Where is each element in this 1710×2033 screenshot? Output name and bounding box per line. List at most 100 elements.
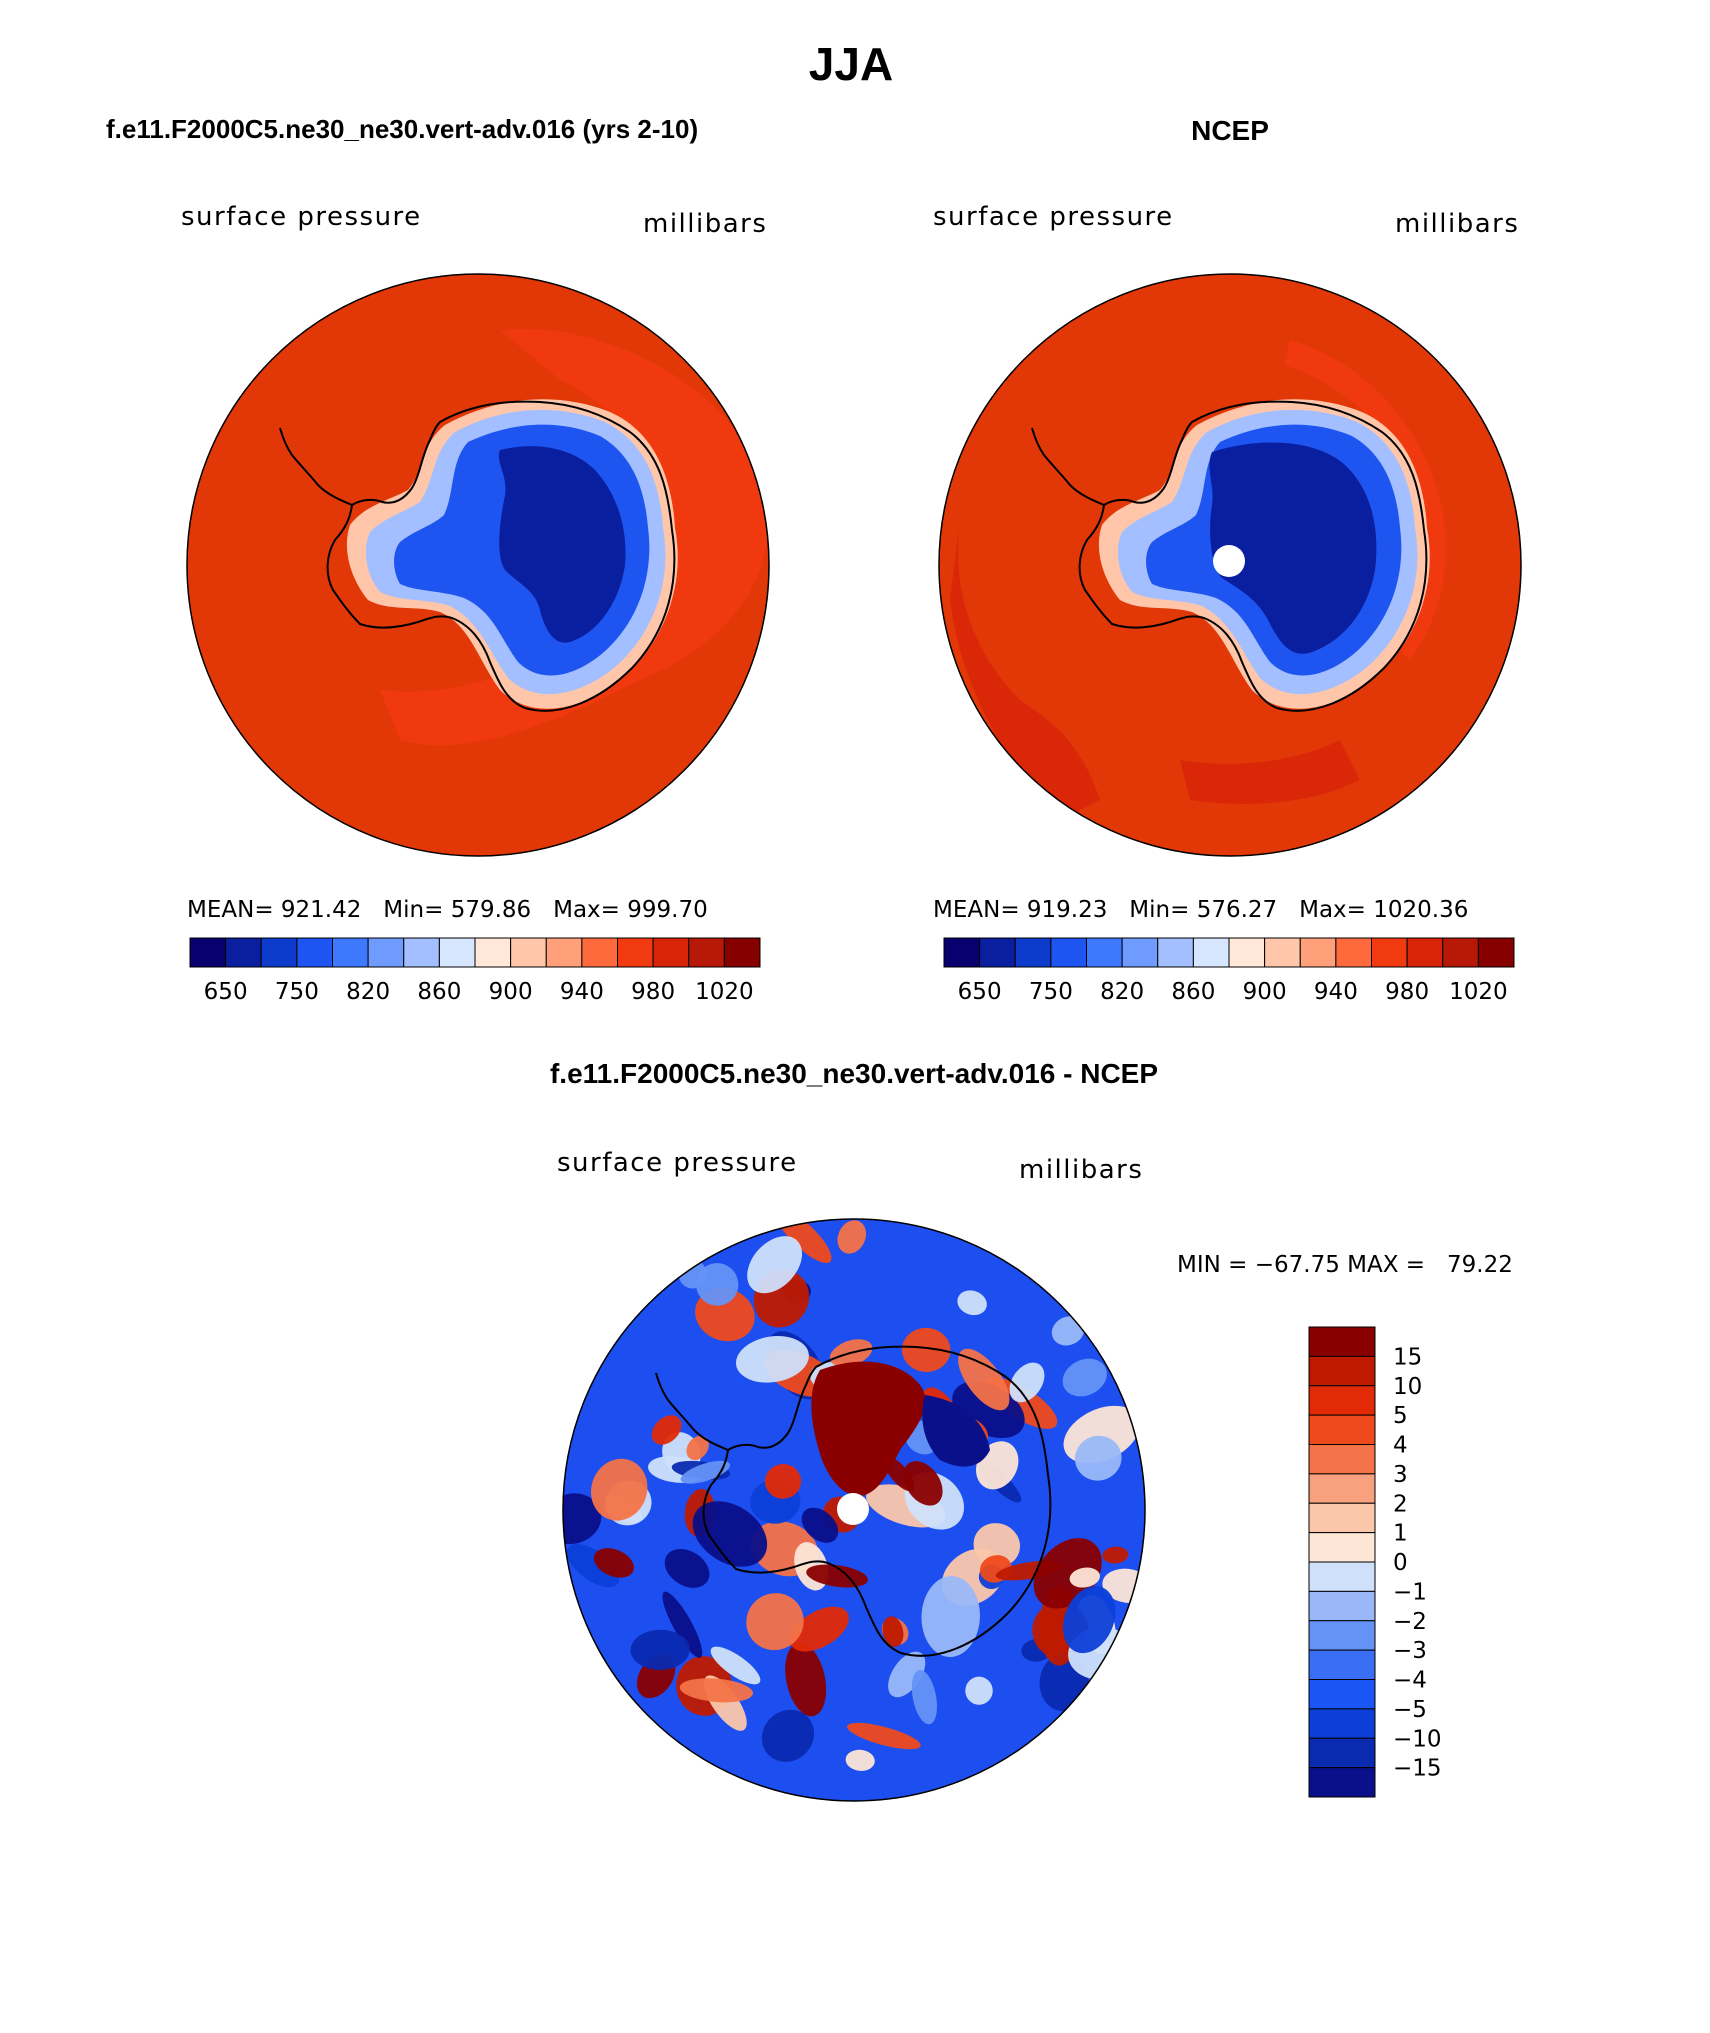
- panel-diff-left-label: surface pressure: [557, 1148, 798, 1178]
- field-blob: [785, 1642, 827, 1717]
- panel-diff-pole-hole: [837, 1493, 869, 1525]
- field-blob: [1074, 1435, 1122, 1481]
- panel-ncep-colorbar: [943, 937, 1515, 968]
- field-blob: [692, 1501, 768, 1567]
- colorbar-tick-label: 980: [631, 979, 675, 1005]
- colorbar-swatch: [1308, 1473, 1376, 1504]
- field-blob: [1062, 1586, 1116, 1654]
- panel-ncep-right-label: millibars: [1395, 209, 1519, 239]
- colorbar-swatch: [1371, 937, 1408, 968]
- panel-model-right-label: millibars: [643, 209, 767, 239]
- colorbar-swatch: [1308, 1561, 1376, 1592]
- field-blob: [746, 1593, 804, 1651]
- field-blob: [888, 1651, 926, 1698]
- panel-diff-stats: MIN = −67.75 MAX = 79.22: [1177, 1252, 1513, 1278]
- panel-ncep-peninsula: [1031, 427, 1105, 506]
- colorbar-swatch: [474, 937, 512, 968]
- colorbar-swatch: [1308, 1326, 1376, 1357]
- colorbar-tick-label: 900: [489, 979, 533, 1005]
- panel-model-stats: MEAN= 921.42 Min= 579.86 Max= 999.70: [187, 897, 708, 923]
- panel-ncep-ice-core: [1209, 442, 1377, 654]
- colorbar-tick-label: 1: [1393, 1521, 1408, 1547]
- colorbar-swatch: [1192, 937, 1230, 968]
- panel-ncep-high-patch-1: [950, 520, 1100, 820]
- field-blob: [921, 1576, 980, 1657]
- panel-diff-peninsula: [655, 1372, 729, 1451]
- colorbar-tick-label: 820: [346, 979, 390, 1005]
- panel-model-colorbar-ticks: 650 750 820 860 900 940 980 1020: [204, 979, 754, 1005]
- colorbar-swatch: [403, 937, 440, 968]
- colorbar-swatch: [296, 937, 333, 968]
- colorbar-tick-label: 860: [417, 979, 461, 1005]
- colorbar-swatch: [1308, 1502, 1376, 1534]
- field-blob: [957, 1290, 987, 1316]
- colorbar-tick-label: −15: [1393, 1756, 1442, 1782]
- field-blob: [882, 1616, 904, 1647]
- colorbar-tick-label: 3: [1393, 1462, 1408, 1488]
- colorbar-swatch: [943, 937, 981, 968]
- field-blob: [664, 1549, 710, 1588]
- panel-model-colorbar: [189, 937, 761, 968]
- colorbar-tick-label: −4: [1393, 1668, 1427, 1694]
- colorbar-swatch: [1308, 1414, 1376, 1445]
- colorbar-swatch: [617, 937, 654, 968]
- field-blob: [1069, 1567, 1100, 1588]
- colorbar-swatch: [1442, 937, 1479, 968]
- colorbar-swatch: [1308, 1649, 1376, 1680]
- field-blob: [735, 1336, 809, 1383]
- panel-ncep-pole-hole: [1213, 545, 1245, 577]
- colorbar-swatch: [723, 937, 761, 968]
- colorbar-swatch: [1121, 937, 1159, 968]
- colorbar-swatch: [367, 937, 405, 968]
- field-blob: [695, 1263, 739, 1306]
- colorbar-swatch: [1086, 937, 1123, 968]
- colorbar-swatch: [1308, 1355, 1376, 1387]
- colorbar-tick-label: 650: [958, 979, 1002, 1005]
- colorbar-tick-label: 2: [1393, 1491, 1408, 1517]
- panel-ncep-high-patch-2: [1180, 740, 1360, 804]
- panel-model-peninsula: [279, 427, 353, 506]
- colorbar-swatch: [1308, 1444, 1376, 1475]
- colorbar-tick-label: 940: [560, 979, 604, 1005]
- colorbar-tick-label: 650: [204, 979, 248, 1005]
- field-blob: [845, 1749, 875, 1771]
- figure-title: JJA: [809, 38, 893, 90]
- panel-model-left-label: surface pressure: [181, 202, 422, 232]
- field-blob: [563, 1493, 602, 1545]
- colorbar-tick-label: 940: [1314, 979, 1358, 1005]
- colorbar-swatch: [510, 937, 547, 968]
- field-blob: [911, 1669, 938, 1725]
- field-blob: [593, 1548, 634, 1578]
- colorbar-tick-label: 15: [1393, 1344, 1422, 1370]
- colorbar-swatch: [979, 937, 1016, 968]
- field-blob: [680, 1460, 731, 1484]
- colorbar-swatch: [1228, 937, 1266, 968]
- field-blob: [710, 1646, 761, 1685]
- colorbar-tick-label: 750: [275, 979, 319, 1005]
- colorbar-tick-label: 1020: [1449, 979, 1508, 1005]
- colorbar-swatch: [189, 937, 227, 968]
- colorbar-tick-label: 820: [1100, 979, 1144, 1005]
- colorbar-swatch: [1308, 1737, 1376, 1769]
- panel-model-high-band: [380, 328, 769, 746]
- colorbar-swatch: [1050, 937, 1087, 968]
- field-blob: [811, 1361, 926, 1496]
- colorbar-swatch: [438, 937, 476, 968]
- colorbar-swatch: [1477, 937, 1515, 968]
- field-blob: [630, 1629, 690, 1670]
- colorbar-tick-label: −10: [1393, 1726, 1442, 1752]
- field-blob: [1062, 1358, 1107, 1397]
- colorbar-swatch: [332, 937, 369, 968]
- field-blob: [590, 1458, 648, 1521]
- colorbar-tick-label: −2: [1393, 1609, 1427, 1635]
- colorbar-swatch: [1308, 1767, 1376, 1798]
- field-blob: [958, 1348, 1010, 1411]
- field-blob: [789, 1606, 849, 1652]
- field-blob: [965, 1676, 993, 1705]
- colorbar-tick-label: 0: [1393, 1550, 1408, 1576]
- panel-model-map: [187, 274, 769, 856]
- colorbar-swatch: [1308, 1679, 1376, 1710]
- panel-diff-title: f.e11.F2000C5.ne30_ne30.vert-adv.016 - N…: [550, 1058, 1158, 1089]
- panel-ncep-left-label: surface pressure: [933, 202, 1174, 232]
- field-blob: [1051, 1316, 1085, 1346]
